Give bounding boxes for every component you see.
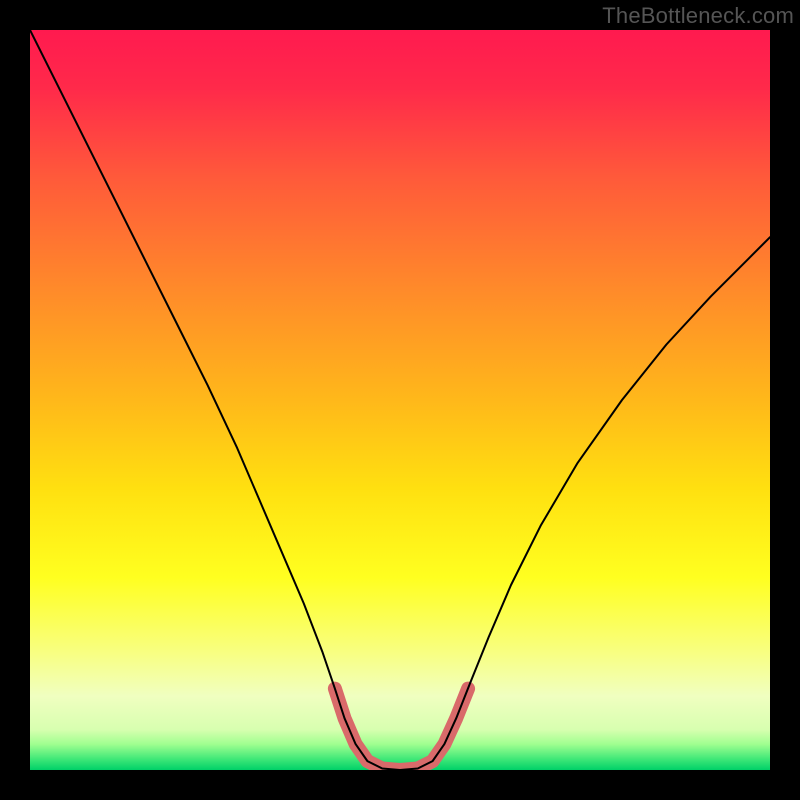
chart-stage: TheBottleneck.com xyxy=(0,0,800,800)
gradient-background xyxy=(0,0,800,800)
watermark-text: TheBottleneck.com xyxy=(602,0,800,32)
